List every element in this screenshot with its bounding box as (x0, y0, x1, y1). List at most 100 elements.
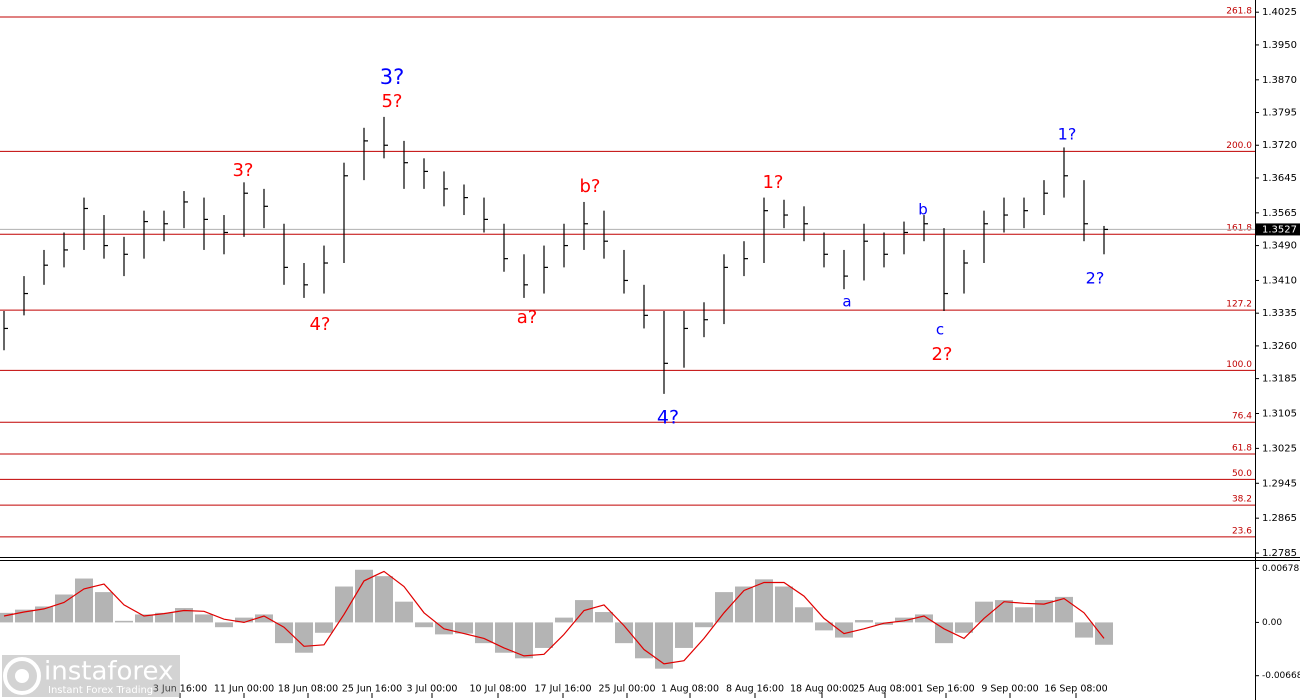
x-tick-label: 3 Jul 00:00 (407, 684, 458, 695)
histogram-bar (1015, 607, 1033, 623)
histogram-bar (735, 586, 753, 623)
x-tick-label: 17 Jul 16:00 (535, 684, 592, 695)
histogram-bar (635, 622, 653, 659)
wave-label: 2? (931, 344, 952, 365)
histogram-bar (895, 617, 913, 623)
fib-label: 76.4 (1232, 412, 1252, 422)
x-tick-label: 1 Aug 08:00 (661, 684, 719, 695)
histogram-bar (515, 622, 533, 659)
y-tick-label: 1.2865 (1262, 513, 1297, 524)
x-tick-label: 16 Sep 08:00 (1044, 684, 1107, 695)
histogram-bar (415, 622, 433, 628)
fib-label: 261.8 (1226, 7, 1252, 17)
x-tick-label: 11 Jun 00:00 (214, 684, 274, 695)
y-tick-label: 1.3870 (1262, 75, 1297, 86)
wave-label: 4? (657, 407, 679, 429)
histogram-bar (55, 594, 73, 623)
y-tick-label: 1.3105 (1262, 408, 1297, 419)
y-tick-label: 1.2945 (1262, 478, 1297, 489)
histogram-bar (795, 607, 813, 623)
wave-label: a? (517, 307, 538, 328)
wave-label: 3? (232, 160, 253, 181)
y-tick-label: -0.00668 (1262, 671, 1300, 681)
wave-label: 2? (1086, 269, 1105, 288)
histogram-bar (695, 622, 713, 628)
fib-label: 200.0 (1226, 141, 1252, 151)
wave-label: 5? (381, 91, 402, 112)
histogram-bar (375, 576, 393, 623)
y-tick-label: 1.3720 (1262, 140, 1297, 151)
histogram-bar (195, 614, 213, 623)
x-tick-label: 25 Jun 16:00 (342, 684, 402, 695)
x-tick-label: 18 Jun 08:00 (278, 684, 338, 695)
x-tick-label: 1 Sep 16:00 (917, 684, 974, 695)
histogram-bar (975, 601, 993, 623)
fib-label: 50.0 (1232, 469, 1252, 479)
histogram-bar (235, 617, 253, 623)
histogram-bar (215, 622, 233, 628)
watermark: instaforex Instant Forex Trading (2, 655, 180, 697)
watermark-brand: instaforex (44, 657, 173, 687)
histogram-bar (0, 612, 13, 623)
y-tick-label: 0.00 (1262, 618, 1282, 628)
histogram-bar (915, 614, 933, 623)
histogram-bar (675, 622, 693, 648)
histogram-bar (1075, 622, 1093, 638)
wave-label: 1? (762, 172, 783, 193)
y-tick-label: 1.3410 (1262, 275, 1297, 286)
histogram-bar (275, 622, 293, 644)
histogram-bar (455, 622, 473, 634)
histogram-bar (595, 612, 613, 623)
histogram-bar (315, 622, 333, 633)
wave-label: b (918, 201, 928, 219)
histogram-bar (835, 622, 853, 638)
histogram-bar (135, 614, 153, 623)
histogram-bar (955, 622, 973, 633)
histogram-bar (775, 586, 793, 623)
wave-label: c (936, 321, 944, 339)
histogram-bar (715, 592, 733, 623)
histogram-bar (155, 612, 173, 623)
y-tick-label: 1.2785 (1262, 548, 1297, 559)
wave-label: b? (580, 176, 601, 197)
histogram-bar (1095, 622, 1113, 645)
histogram-bar (615, 622, 633, 644)
histogram-bar (995, 600, 1013, 623)
y-tick-label: 1.3950 (1262, 40, 1297, 51)
histogram-bar (255, 614, 273, 623)
histogram-bar (355, 569, 373, 623)
fib-label: 38.2 (1232, 495, 1252, 505)
histogram-bar (295, 622, 313, 653)
histogram-bar (1055, 596, 1073, 623)
histogram-bar (115, 620, 133, 623)
y-tick-label: 1.3260 (1262, 341, 1297, 352)
histogram-bar (815, 622, 833, 631)
y-tick-label: 1.4025 (1262, 7, 1297, 18)
fib-label: 61.8 (1232, 444, 1252, 454)
histogram-bar (855, 620, 873, 623)
histogram-bar (755, 579, 773, 623)
y-tick-label: 1.3025 (1262, 443, 1297, 454)
fib-label: 127.2 (1226, 300, 1252, 310)
fib-label: 100.0 (1226, 360, 1252, 370)
histogram-bar (75, 578, 93, 623)
y-tick-label: 1.3335 (1262, 308, 1297, 319)
histogram-bar (95, 592, 113, 623)
wave-label: 4? (309, 314, 330, 335)
x-tick-label: 25 Aug 08:00 (853, 684, 917, 695)
signal-line (3, 570, 1105, 665)
y-tick-label: 1.3645 (1262, 173, 1297, 184)
x-tick-label: 3 Jun 16:00 (153, 684, 207, 695)
histogram-bar (335, 586, 353, 623)
last-price-label: 1.3527 (1262, 224, 1297, 235)
wave-label: 1? (1058, 125, 1077, 144)
x-tick-label: 18 Aug 00:00 (790, 684, 854, 695)
last-price-box (1256, 223, 1300, 236)
histogram-bar (935, 622, 953, 644)
x-tick-label: 8 Aug 16:00 (726, 684, 784, 695)
fib-label: 23.6 (1232, 526, 1252, 536)
y-tick-label: 1.3185 (1262, 374, 1297, 385)
y-tick-label: 1.3795 (1262, 108, 1297, 119)
